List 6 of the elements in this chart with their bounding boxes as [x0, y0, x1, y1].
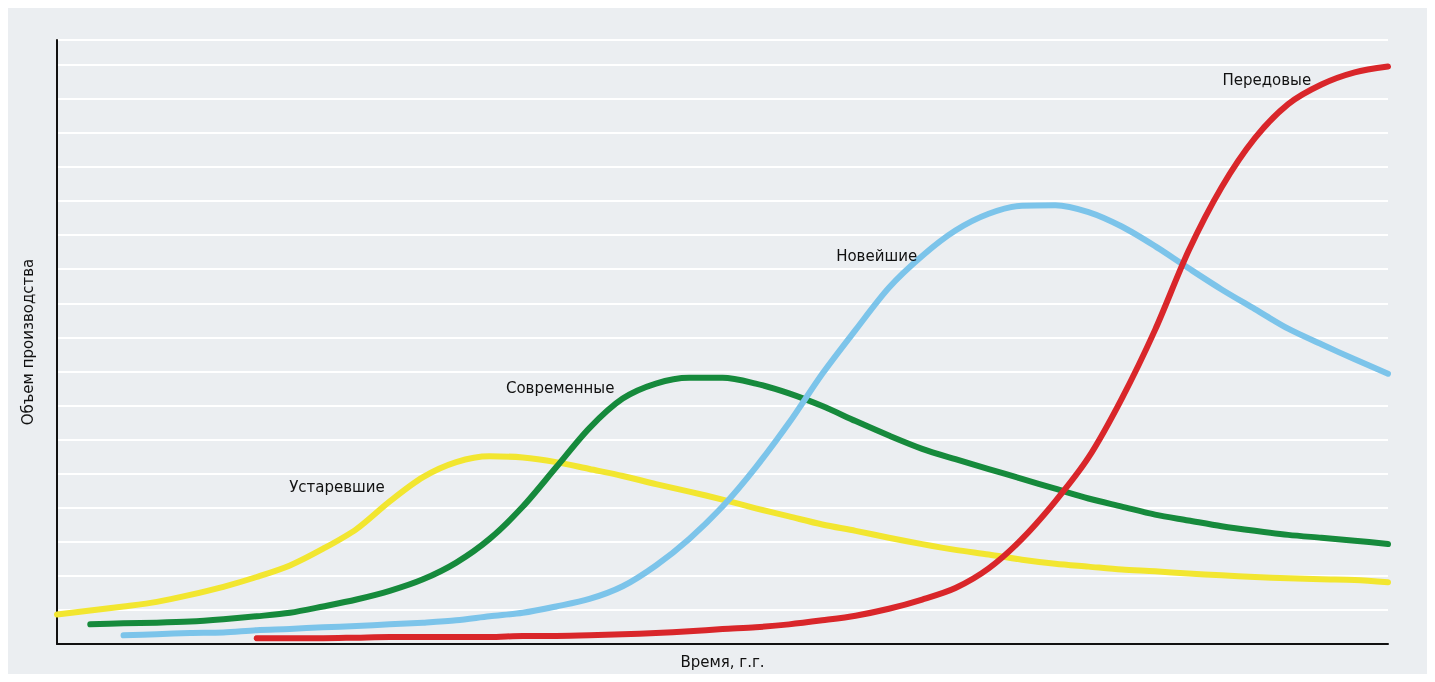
x-axis-title: Время, г.г. [680, 652, 765, 671]
series-label: Передовые [1222, 71, 1312, 90]
series-label: Новейшие [836, 246, 918, 265]
series-label: Современные [505, 379, 615, 398]
y-axis-title: Объем производства [18, 258, 37, 426]
series-label: Устаревшие [289, 478, 385, 497]
